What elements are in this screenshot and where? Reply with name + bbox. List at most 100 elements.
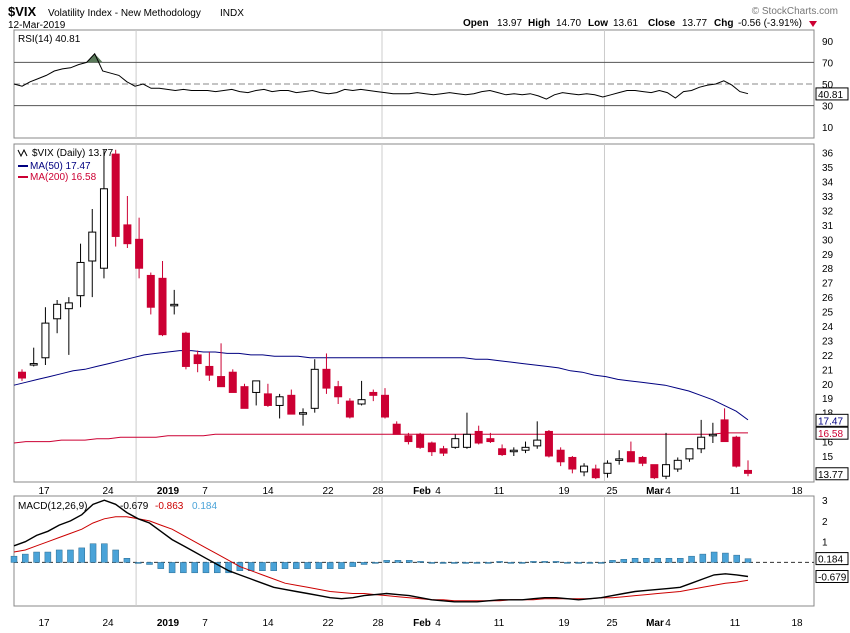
rsi-y-tick: 50	[822, 80, 834, 91]
macd-hist-bar	[473, 562, 481, 564]
candle-body	[556, 449, 565, 463]
candle-body	[263, 393, 272, 406]
candle-body	[369, 391, 378, 396]
x-tick-label: 24	[102, 618, 114, 629]
candle-body	[357, 399, 366, 405]
candle-body	[345, 400, 354, 418]
x-tick-label: 7	[202, 618, 208, 629]
macd-hist-bar	[722, 552, 729, 563]
open-label: Open	[463, 18, 489, 29]
candle-body	[217, 376, 226, 388]
macd-legend-prefix: MACD(12,26,9)	[18, 501, 87, 512]
macd-hist-bar	[643, 558, 650, 563]
macd-hist-bar	[552, 561, 560, 563]
x-tick-label: 14	[262, 618, 274, 629]
macd-hist-bar	[214, 562, 221, 574]
candle-body	[310, 368, 319, 409]
macd-hist-bar	[710, 551, 718, 563]
macd-legend-hist: 0.184	[192, 501, 217, 512]
candle-legend-icon	[17, 148, 28, 158]
macd-hist-bar	[530, 561, 537, 563]
candle-body	[252, 380, 261, 393]
price-panel	[13, 143, 815, 483]
close-value: 13.77	[682, 18, 707, 29]
candle-body	[462, 433, 471, 448]
macd-hist-bar	[101, 543, 108, 563]
candle-body	[533, 439, 542, 447]
candle-body	[638, 456, 647, 464]
high-label: High	[528, 18, 550, 29]
price-y-tick: 20	[822, 380, 834, 391]
price-legend-text: $VIX (Daily) 13.77	[32, 148, 114, 159]
symbol: $VIX	[8, 4, 37, 19]
x-tick-label: 28	[372, 486, 384, 497]
rsi-y-tick: 30	[822, 102, 834, 113]
candle-body	[451, 438, 460, 448]
rsi-overbought-fill	[86, 53, 103, 63]
candle-body	[170, 303, 179, 307]
candle-body	[544, 430, 553, 457]
macd-y-tick: 2	[822, 517, 828, 528]
x-tick-label: 2019	[157, 618, 180, 629]
price-y-tick: 31	[822, 221, 834, 232]
candle-body	[662, 464, 671, 477]
macd-legend-macd: -0.679	[120, 501, 149, 512]
macd-hist-bar	[383, 560, 390, 563]
x-tick-label: 24	[102, 486, 114, 497]
candle-body	[673, 459, 682, 470]
macd-hist-bar	[326, 562, 334, 569]
x-tick-label: 11	[730, 486, 741, 497]
macd-hist-bar	[620, 559, 628, 563]
last-price-label: 13.77	[818, 470, 843, 481]
macd-hist-bar	[609, 560, 616, 563]
low-value: 13.61	[613, 18, 638, 29]
macd-hist-bar	[55, 549, 63, 563]
macd-legend: MACD(12,26,9) -0.679 -0.863 0.184	[18, 501, 217, 512]
candle-body	[275, 396, 284, 406]
candle-body	[732, 436, 741, 467]
price-y-tick: 33	[822, 192, 834, 203]
candle-body	[18, 371, 26, 379]
high-value: 14.70	[556, 18, 581, 29]
candle-body	[486, 438, 495, 443]
price-y-tick: 27	[822, 279, 834, 290]
x-tick-label: 22	[322, 486, 334, 497]
candle-body	[404, 435, 413, 443]
ohlc-readout: Open 13.97 High 14.70 Low 13.61 Close 13…	[463, 18, 817, 29]
macd-hist-bar	[349, 562, 357, 567]
candle-body	[322, 368, 331, 389]
x-tick-label: 17	[38, 486, 50, 497]
macd-hist-bar	[270, 562, 277, 571]
price-y-tick: 32	[822, 206, 834, 217]
macd-hist-bar	[44, 551, 52, 563]
candle-body	[88, 231, 97, 262]
candle-body	[474, 430, 483, 444]
ma200-value-label-box	[815, 426, 849, 440]
watermark: © StockCharts.com	[752, 6, 838, 17]
candle-body	[205, 365, 214, 376]
macd-hist-bar	[462, 562, 469, 564]
candle-body	[392, 423, 401, 435]
rsi-y-tick: 70	[822, 58, 834, 69]
macd-hist-bar	[417, 561, 424, 563]
rsi-y-tick: 10	[822, 123, 834, 134]
macd-hist-bar	[631, 558, 639, 563]
macd-hist-bar	[168, 562, 176, 574]
price-y-tick: 24	[822, 322, 834, 333]
macd-value-box	[815, 570, 849, 584]
macd-hist-bar	[676, 558, 684, 563]
candle-body	[181, 332, 190, 367]
chart-date: 12-Mar-2019	[8, 20, 66, 31]
x-tick-label: Feb	[413, 486, 431, 497]
price-y-tick: 16	[822, 438, 834, 449]
macd-hist-bar	[688, 555, 695, 563]
macd-hist-bar	[22, 553, 29, 563]
candle-body	[228, 371, 237, 393]
low-label: Low	[588, 18, 608, 29]
macd-hist-bar	[202, 562, 210, 574]
candle-body	[615, 458, 624, 461]
macd-hist-bar	[112, 549, 119, 563]
candle-body	[498, 448, 507, 456]
macd-hist-bar	[146, 562, 153, 565]
candle-body	[287, 394, 296, 415]
